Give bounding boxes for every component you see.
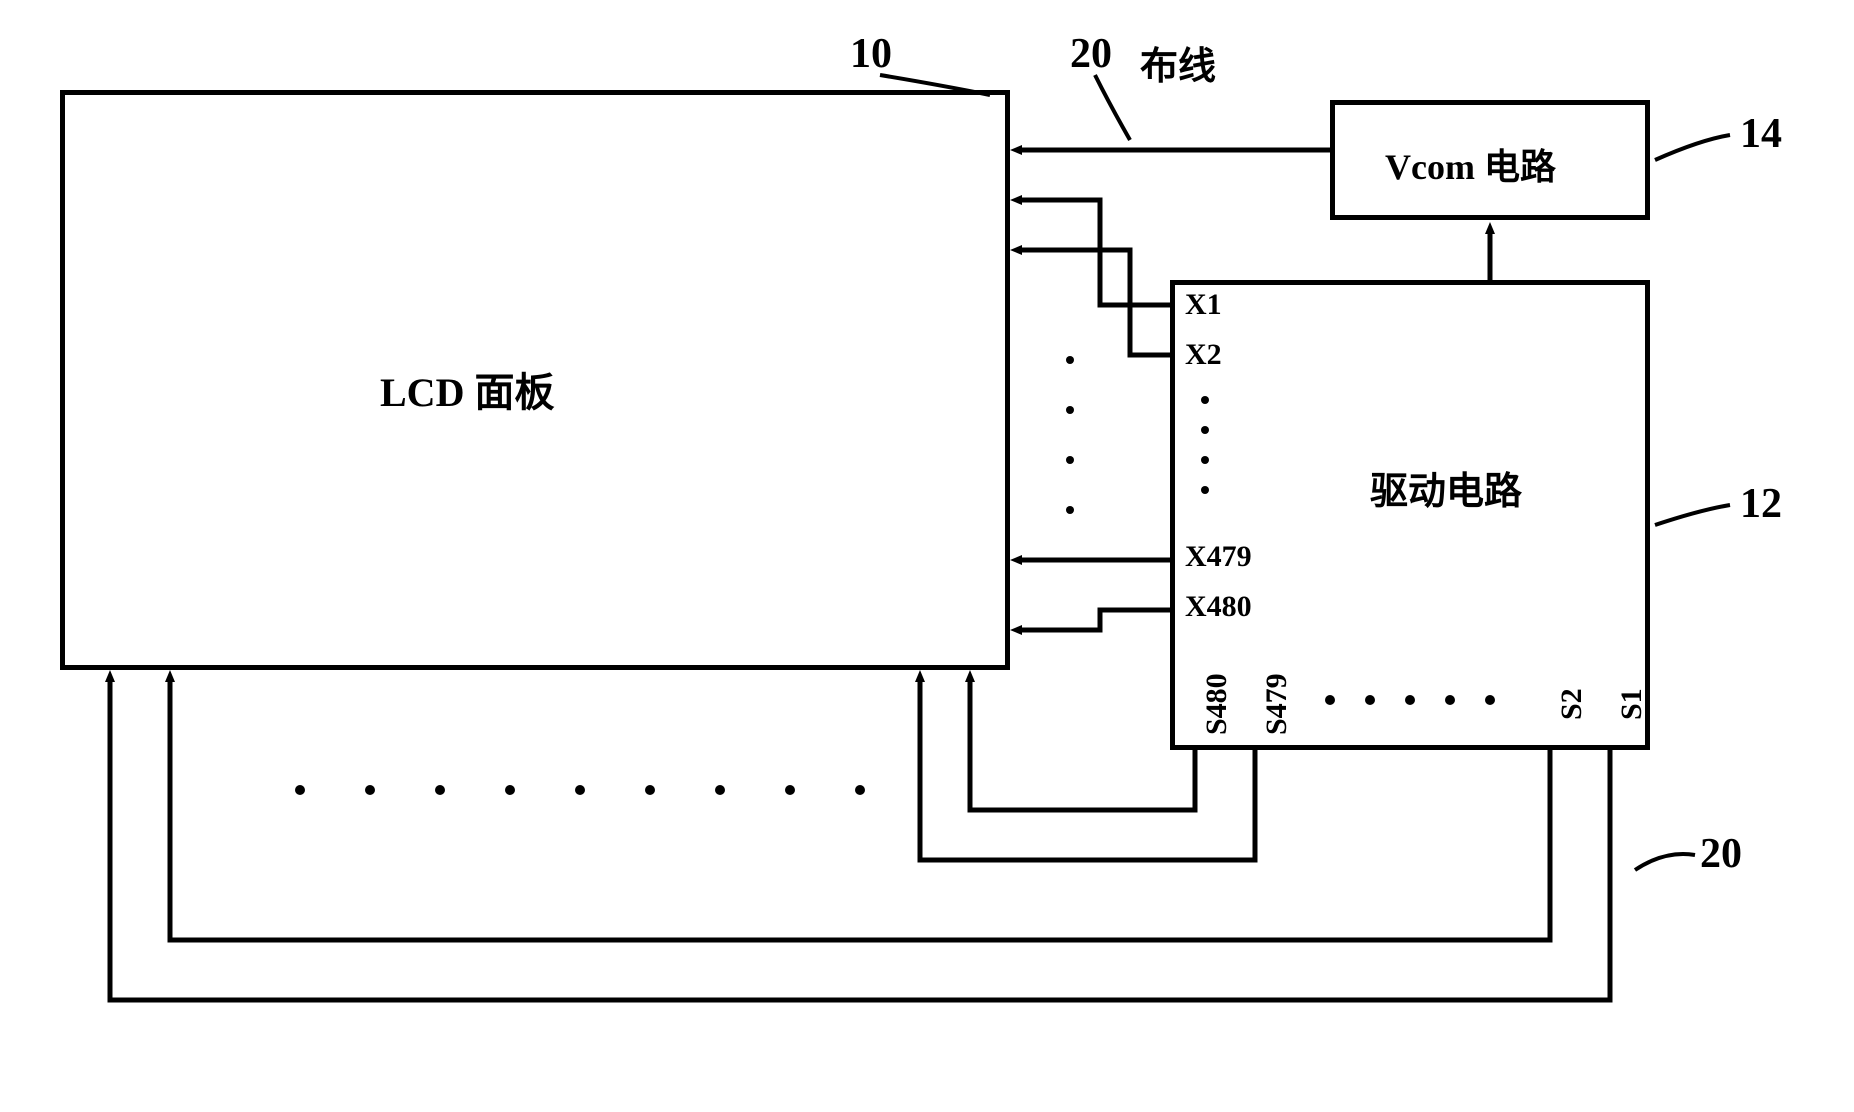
wiring-svg bbox=[0, 0, 1854, 1112]
diagram-root: LCD 面板 Vcom 电路 驱动电路 10 14 12 20 布线 20 X1… bbox=[0, 0, 1854, 1112]
